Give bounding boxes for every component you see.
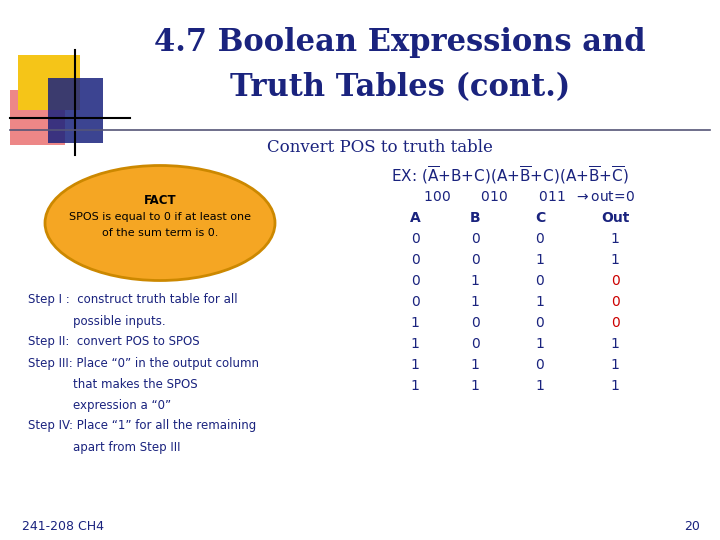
Text: 0: 0 <box>410 232 419 246</box>
Text: 1: 1 <box>471 379 480 393</box>
Text: 1: 1 <box>611 358 619 372</box>
Text: 0: 0 <box>410 295 419 309</box>
Text: apart from Step III: apart from Step III <box>28 441 181 454</box>
Text: 1: 1 <box>410 358 420 372</box>
Text: Truth Tables (cont.): Truth Tables (cont.) <box>230 72 570 104</box>
Text: 0: 0 <box>410 253 419 267</box>
Text: 0: 0 <box>611 295 619 309</box>
Text: 0: 0 <box>536 232 544 246</box>
Text: 1: 1 <box>536 379 544 393</box>
Text: 0: 0 <box>611 316 619 330</box>
Text: 1: 1 <box>471 295 480 309</box>
Text: 1: 1 <box>611 379 619 393</box>
Text: SPOS is equal to 0 if at least one: SPOS is equal to 0 if at least one <box>69 212 251 222</box>
Bar <box>18 55 80 110</box>
Text: FACT: FACT <box>144 193 176 206</box>
Text: 20: 20 <box>684 521 700 534</box>
Text: 100       010       011  $\rightarrow$out=0: 100 010 011 $\rightarrow$out=0 <box>405 190 634 204</box>
Text: 1: 1 <box>410 337 420 351</box>
Text: 0: 0 <box>471 337 480 351</box>
Text: 0: 0 <box>410 274 419 288</box>
Text: 1: 1 <box>471 274 480 288</box>
Text: 0: 0 <box>471 316 480 330</box>
Text: 1: 1 <box>536 295 544 309</box>
Text: 1: 1 <box>611 337 619 351</box>
Text: 4.7 Boolean Expressions and: 4.7 Boolean Expressions and <box>154 26 646 57</box>
Text: 0: 0 <box>536 274 544 288</box>
Text: 1: 1 <box>611 232 619 246</box>
Text: 0: 0 <box>611 274 619 288</box>
Text: EX: ($\overline{\mathsf{A}}$+B+C)(A+$\overline{\mathsf{B}}$+C)(A+$\overline{\mat: EX: ($\overline{\mathsf{A}}$+B+C)(A+$\ov… <box>391 164 629 186</box>
Text: A: A <box>410 211 420 225</box>
Ellipse shape <box>45 165 275 280</box>
Text: B: B <box>469 211 480 225</box>
Text: 1: 1 <box>410 379 420 393</box>
Text: 0: 0 <box>471 232 480 246</box>
Bar <box>10 90 65 145</box>
Text: C: C <box>535 211 545 225</box>
Text: 1: 1 <box>536 337 544 351</box>
Text: 0: 0 <box>536 358 544 372</box>
Text: that makes the SPOS: that makes the SPOS <box>28 377 197 390</box>
Text: 1: 1 <box>536 253 544 267</box>
Text: Step II:  convert POS to SPOS: Step II: convert POS to SPOS <box>28 335 199 348</box>
Text: Step I :  construct truth table for all: Step I : construct truth table for all <box>28 294 238 307</box>
Text: 1: 1 <box>410 316 420 330</box>
Text: Step IV: Place “1” for all the remaining: Step IV: Place “1” for all the remaining <box>28 420 256 433</box>
Text: Convert POS to truth table: Convert POS to truth table <box>267 139 493 157</box>
Text: expression a “0”: expression a “0” <box>28 399 171 411</box>
Text: 0: 0 <box>471 253 480 267</box>
Text: 0: 0 <box>536 316 544 330</box>
Text: 241-208 CH4: 241-208 CH4 <box>22 521 104 534</box>
Text: 1: 1 <box>471 358 480 372</box>
Text: Step III: Place “0” in the output column: Step III: Place “0” in the output column <box>28 356 259 369</box>
Text: possible inputs.: possible inputs. <box>28 314 166 327</box>
Text: 1: 1 <box>611 253 619 267</box>
Bar <box>48 78 103 143</box>
Text: Out: Out <box>600 211 629 225</box>
Text: of the sum term is 0.: of the sum term is 0. <box>102 228 218 238</box>
